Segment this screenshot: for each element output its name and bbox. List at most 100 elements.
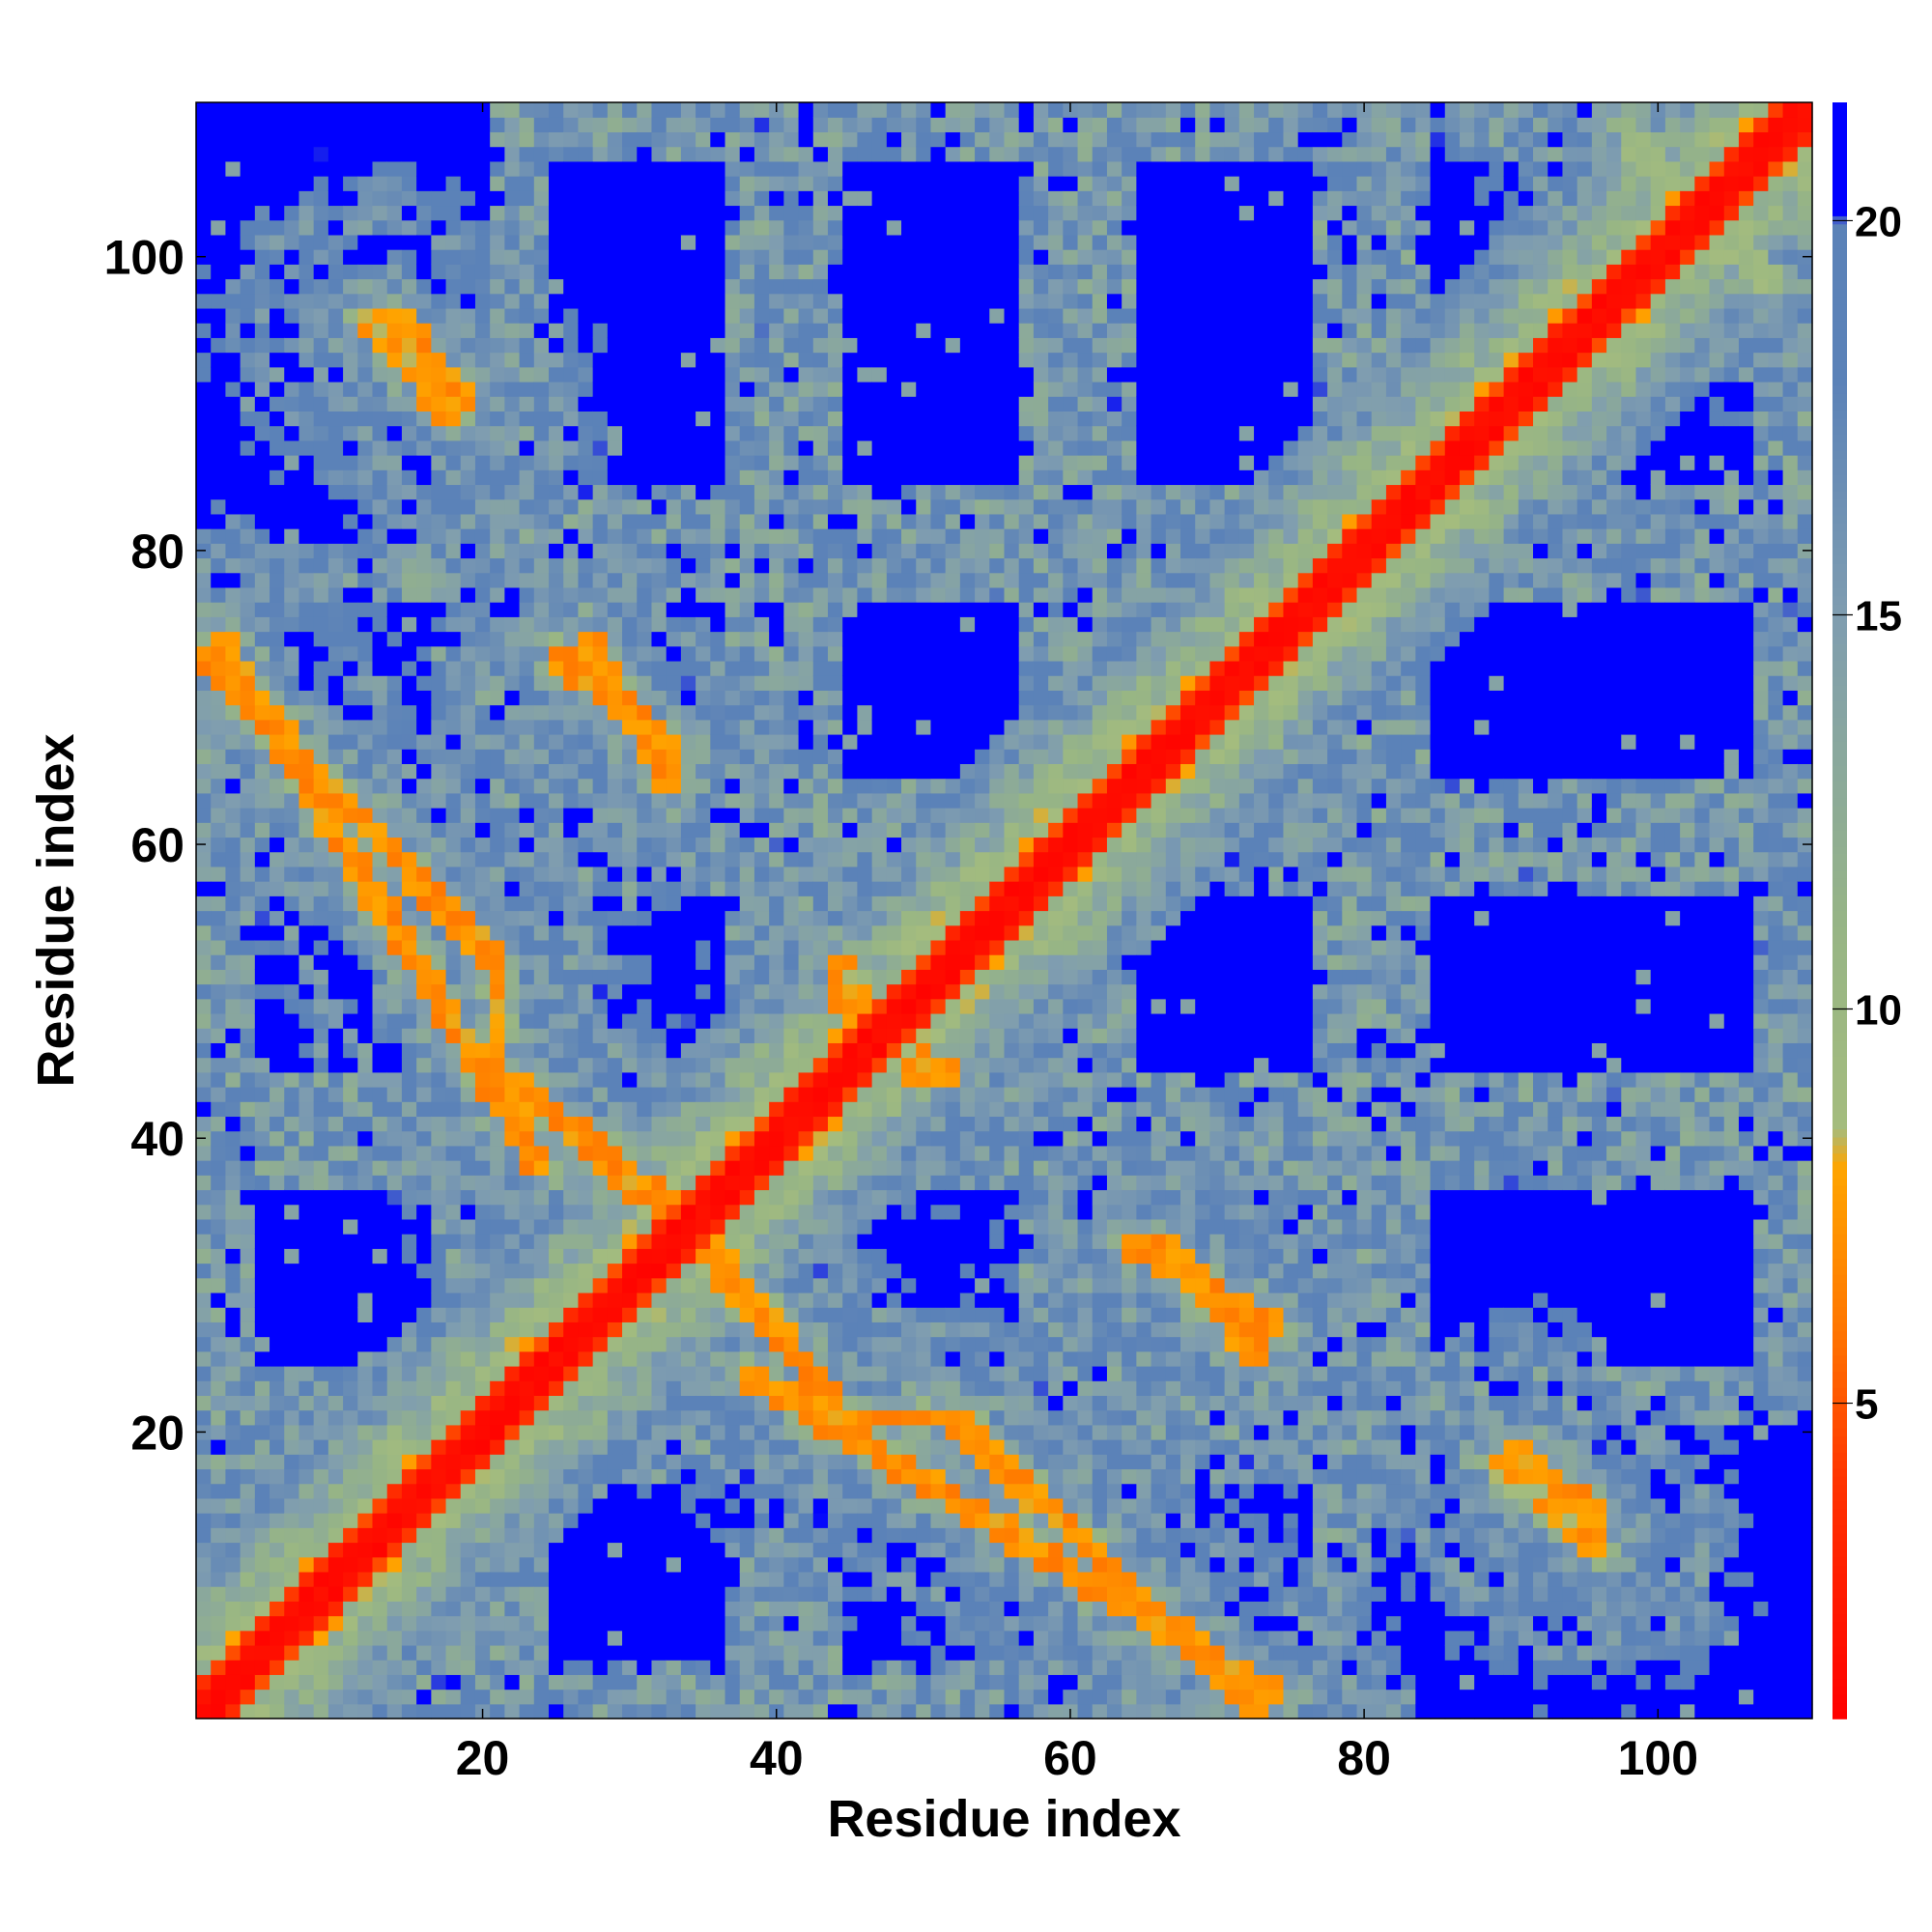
heatmap-cell <box>298 983 315 1000</box>
heatmap-cell <box>680 513 696 529</box>
heatmap-cell <box>651 837 668 853</box>
heatmap-cell <box>724 1116 741 1132</box>
heatmap-cell <box>666 249 682 265</box>
heatmap-cell <box>769 660 784 676</box>
heatmap-cell <box>666 1439 682 1455</box>
heatmap-cell <box>622 719 638 735</box>
heatmap-cell <box>270 631 285 647</box>
heatmap-cell <box>519 1424 535 1440</box>
heatmap-cell <box>386 469 403 486</box>
heatmap-cell <box>622 1101 638 1118</box>
heatmap-cell <box>240 307 256 324</box>
heatmap-cell <box>313 1497 329 1514</box>
heatmap-cell <box>724 234 741 250</box>
heatmap-cell <box>284 1468 300 1485</box>
heatmap-cell <box>549 1189 564 1206</box>
heatmap-cell <box>416 837 432 853</box>
heatmap-cell <box>769 440 784 456</box>
heatmap-cell <box>431 1365 447 1381</box>
heatmap-cell <box>254 778 270 794</box>
heatmap-cell <box>519 1556 535 1573</box>
heatmap-cell <box>651 469 668 486</box>
heatmap-cell <box>298 513 315 529</box>
heatmap-cell <box>812 704 829 721</box>
heatmap-cell <box>270 102 285 118</box>
heatmap-cell <box>651 323 668 338</box>
heatmap-cell <box>651 1424 668 1440</box>
heatmap-cell <box>710 690 726 706</box>
heatmap-cell <box>607 1395 623 1411</box>
heatmap-cell <box>386 1234 403 1249</box>
heatmap-cell <box>490 131 505 148</box>
heatmap-cell <box>490 733 505 750</box>
heatmap-cell <box>313 381 329 397</box>
heatmap-cell <box>696 1527 711 1544</box>
heatmap-cell <box>431 1439 447 1455</box>
heatmap-cell <box>490 234 505 250</box>
heatmap-cell <box>490 616 505 633</box>
heatmap-cell <box>533 1175 550 1191</box>
heatmap-cell <box>474 822 491 838</box>
heatmap-cell <box>401 337 417 354</box>
heatmap-cell <box>504 396 521 412</box>
heatmap-cell <box>563 323 580 338</box>
heatmap-cell <box>753 1028 770 1043</box>
heatmap-cell <box>769 1307 784 1322</box>
heatmap-cell <box>578 998 594 1014</box>
heatmap-cell <box>533 572 550 588</box>
heatmap-cell <box>827 337 843 354</box>
heatmap-cell <box>769 131 784 148</box>
heatmap-cell <box>474 1424 491 1440</box>
heatmap-cell <box>637 498 653 515</box>
heatmap-cell <box>798 1660 814 1675</box>
heatmap-cell <box>401 763 417 780</box>
heatmap-cell <box>666 117 682 133</box>
heatmap-cell <box>327 1660 344 1675</box>
heatmap-cell <box>211 1087 227 1102</box>
heatmap-cell <box>298 219 315 236</box>
heatmap-cell <box>343 983 358 1000</box>
heatmap-cell <box>607 749 623 765</box>
heatmap-cell <box>460 822 476 838</box>
heatmap-cell <box>504 264 521 280</box>
heatmap-cell <box>270 1350 285 1367</box>
heatmap-cell <box>739 117 755 133</box>
heatmap-cell <box>753 1042 770 1059</box>
heatmap-cell <box>270 1160 285 1176</box>
heatmap-cell <box>666 160 682 177</box>
heatmap-cell <box>372 954 388 970</box>
heatmap-cell <box>327 616 344 633</box>
heatmap-cell <box>710 557 726 574</box>
heatmap-cell <box>445 733 462 750</box>
heatmap-cell <box>327 102 344 118</box>
heatmap-cell <box>460 1395 476 1411</box>
heatmap-cell <box>651 1087 668 1102</box>
heatmap-cell <box>724 733 741 750</box>
heatmap-cell <box>474 1615 491 1632</box>
heatmap-cell <box>519 352 535 368</box>
heatmap-cell <box>445 146 462 162</box>
heatmap-cell <box>270 1012 285 1029</box>
heatmap-cell <box>211 1395 227 1411</box>
heatmap-cell <box>724 1057 741 1073</box>
heatmap-cell <box>622 1630 638 1646</box>
heatmap-cell <box>637 1395 653 1411</box>
heatmap-cell <box>578 866 594 882</box>
heatmap-cell <box>270 645 285 662</box>
heatmap-cell <box>386 366 403 383</box>
heatmap-cell <box>196 822 212 838</box>
heatmap-cell <box>549 602 564 617</box>
heatmap-cell <box>578 1674 594 1690</box>
heatmap-cell <box>270 528 285 544</box>
heatmap-cell <box>490 910 505 926</box>
heatmap-cell <box>270 1674 285 1690</box>
heatmap-cell <box>592 146 609 162</box>
heatmap-cell <box>696 1204 711 1220</box>
heatmap-cell <box>769 455 784 470</box>
heatmap-cell <box>460 675 476 691</box>
heatmap-cell <box>372 146 388 162</box>
heatmap-cell <box>313 1483 329 1499</box>
heatmap-cell <box>724 1087 741 1102</box>
heatmap-cell <box>386 1527 403 1544</box>
heatmap-cell <box>298 1497 315 1514</box>
